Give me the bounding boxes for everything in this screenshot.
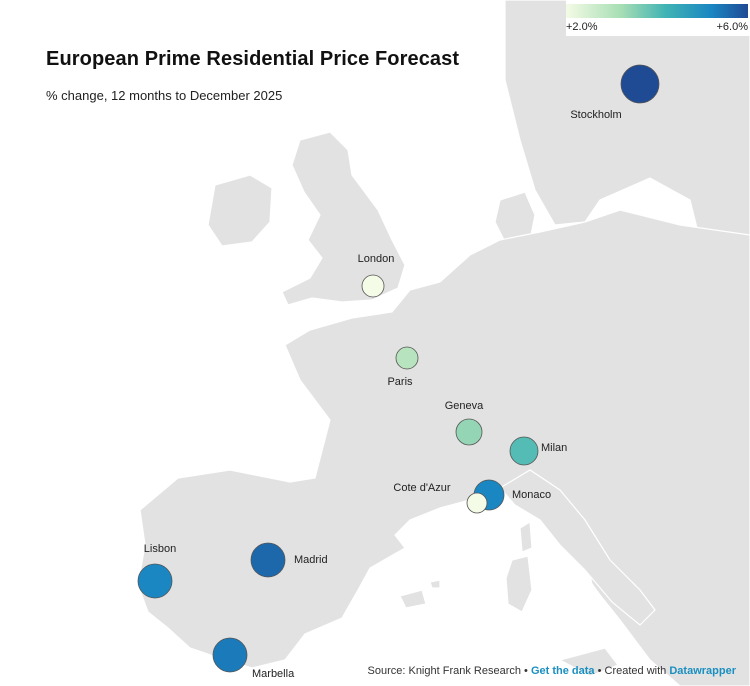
legend-max-label: +6.0% bbox=[716, 21, 749, 33]
landmass-sicily bbox=[558, 647, 619, 677]
landmass-italy bbox=[499, 469, 656, 626]
city-markers bbox=[137, 64, 660, 673]
legend-min-label: +2.0% bbox=[566, 21, 598, 33]
city-label-stockholm: Stockholm bbox=[570, 109, 621, 121]
city-marker-lisbon[interactable] bbox=[137, 563, 173, 599]
land-masses bbox=[137, 0, 750, 686]
landmass-scandinavia bbox=[504, 0, 750, 241]
city-marker-stockholm[interactable] bbox=[620, 64, 660, 104]
landmass-sardinia bbox=[505, 555, 533, 613]
landmass-ireland bbox=[207, 174, 273, 247]
city-marker-madrid[interactable] bbox=[250, 542, 286, 578]
city-marker-cote_dazur[interactable] bbox=[466, 492, 488, 514]
city-label-marbella: Marbella bbox=[252, 668, 295, 680]
city-label-milan: Milan bbox=[541, 442, 567, 454]
landmass-great-britain bbox=[281, 131, 406, 306]
city-label-london: London bbox=[358, 253, 395, 265]
city-marker-geneva[interactable] bbox=[455, 418, 483, 446]
city-marker-london[interactable] bbox=[361, 274, 385, 298]
city-marker-paris[interactable] bbox=[395, 346, 419, 370]
chart-title: European Prime Residential Price Forecas… bbox=[46, 48, 460, 70]
city-label-geneva: Geneva bbox=[445, 400, 484, 412]
city-labels: Stockholm London Paris Geneva Milan Monaco Cot… bbox=[144, 109, 622, 680]
legend-gradient-bar bbox=[566, 4, 748, 18]
city-label-madrid: Madrid bbox=[294, 554, 328, 566]
city-marker-marbella[interactable] bbox=[212, 637, 248, 673]
landmass-minorca bbox=[429, 579, 441, 589]
created-with-text: Created with bbox=[604, 665, 667, 677]
footer-separator: • bbox=[524, 665, 528, 677]
chart-subtitle: % change, 12 months to December 2025 bbox=[46, 88, 283, 103]
sea-tyrrhenian bbox=[520, 505, 680, 686]
footer-separator: • bbox=[597, 665, 602, 677]
datawrapper-link[interactable]: Datawrapper bbox=[669, 665, 736, 677]
city-label-monaco: Monaco bbox=[512, 489, 551, 501]
landmass-mallorca bbox=[399, 589, 427, 609]
landmass-mainland-europe bbox=[137, 209, 750, 686]
source-text: Source: Knight Frank Research bbox=[367, 665, 521, 677]
city-marker-milan[interactable] bbox=[509, 436, 539, 466]
title-box: European Prime Residential Price Forecas… bbox=[0, 0, 500, 118]
get-data-link[interactable]: Get the data bbox=[530, 665, 595, 677]
city-label-paris: Paris bbox=[387, 376, 413, 388]
city-label-cote_dazur: Cote d'Azur bbox=[393, 482, 450, 494]
city-label-lisbon: Lisbon bbox=[144, 543, 176, 555]
color-legend: +2.0% +6.0% bbox=[566, 0, 750, 36]
landmass-corsica bbox=[519, 520, 533, 553]
footer: Source: Knight Frank Research • Get the … bbox=[368, 665, 736, 677]
